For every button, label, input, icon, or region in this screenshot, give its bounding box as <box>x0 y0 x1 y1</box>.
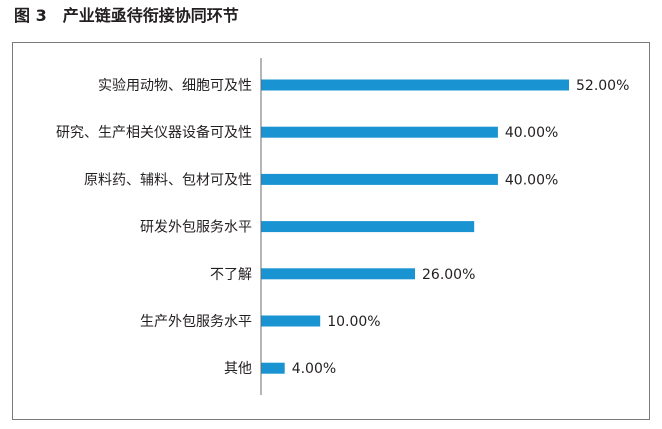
category-label-2: 研究、生产相关仪器设备可及性 <box>56 124 252 141</box>
bar-7 <box>261 362 285 374</box>
category-label-4: 研发外包服务水平 <box>140 220 252 236</box>
bar-6 <box>261 315 321 327</box>
bar-2 <box>261 126 498 138</box>
chart-frame <box>12 42 650 420</box>
value-label-2: 40.00% <box>505 125 558 141</box>
bar-3 <box>261 173 498 185</box>
category-label-1: 实验用动物、细胞可及性 <box>98 78 252 94</box>
value-label-6: 10.00% <box>327 314 380 330</box>
value-label-3: 40.00% <box>505 172 558 188</box>
bar-1 <box>261 79 569 91</box>
category-label-3: 原料药、辅料、包材可及性 <box>84 172 252 188</box>
figure-label: 图 3 <box>14 6 47 25</box>
bar-5 <box>261 268 415 280</box>
category-label-6: 生产外包服务水平 <box>140 314 252 330</box>
figure-title: 产业链亟待衔接协同环节 <box>62 6 239 25</box>
category-label-7: 其他 <box>224 361 252 377</box>
value-label-7: 4.00% <box>292 361 336 377</box>
category-label-5: 不了解 <box>210 267 252 283</box>
chart-title: 图 3 产业链亟待衔接协同环节 <box>14 4 239 28</box>
value-label-1: 52.00% <box>576 78 629 94</box>
bar-4 <box>261 221 475 233</box>
value-label-5: 26.00% <box>422 267 475 283</box>
